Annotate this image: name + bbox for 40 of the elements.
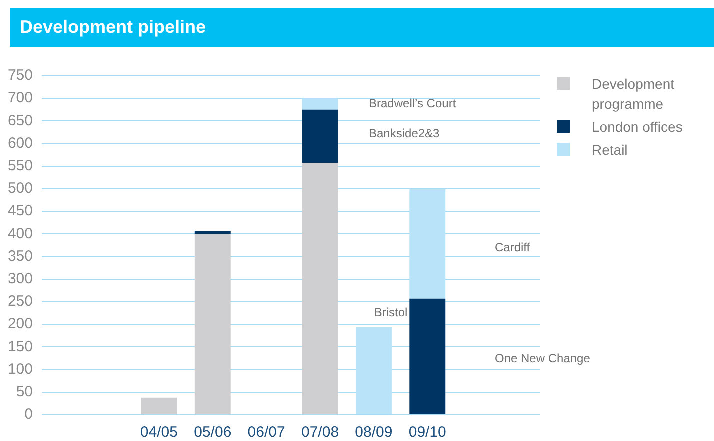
x-tick-label: 04/05 xyxy=(140,424,178,441)
y-tick-label: 0 xyxy=(24,406,33,424)
legend-label: Retail xyxy=(592,141,629,160)
bar xyxy=(410,189,446,299)
bar xyxy=(356,327,392,414)
bar xyxy=(194,231,231,234)
y-tick-label: 100 xyxy=(8,360,33,378)
bar xyxy=(141,398,178,414)
y-tick-label: 650 xyxy=(8,112,33,130)
x-tick-label: 06/07 xyxy=(248,424,286,441)
text: Cardiff xyxy=(495,240,531,254)
bar xyxy=(302,163,338,414)
bar xyxy=(302,98,338,110)
y-tick-label: 300 xyxy=(8,270,33,288)
y-tick-label: 200 xyxy=(8,316,33,333)
y-tick-label: 150 xyxy=(8,338,33,356)
annotation: Bristol xyxy=(374,305,408,320)
y-tick-label: 600 xyxy=(8,134,33,152)
x-tick-label: 05/06 xyxy=(194,424,232,441)
bar xyxy=(194,234,231,414)
y-tick-label: 450 xyxy=(8,202,33,220)
y-tick-label: 350 xyxy=(8,248,33,265)
legend-label: Development programme xyxy=(592,75,676,114)
y-tick-label: 250 xyxy=(8,293,33,310)
y-tick-label: 400 xyxy=(8,225,33,242)
x-tick-label: 08/09 xyxy=(355,424,393,441)
y-tick-label: 750 xyxy=(8,67,33,84)
x-tick-label: 07/08 xyxy=(301,424,340,441)
text: One New Change xyxy=(495,351,591,366)
annotation: Bradwell’s Court xyxy=(369,96,457,110)
legend-label: London offices xyxy=(592,118,684,137)
bar xyxy=(410,298,446,414)
y-tick-label: 550 xyxy=(8,158,33,175)
bar xyxy=(302,110,338,164)
y-tick-label: 500 xyxy=(8,180,33,198)
y-tick-label: 700 xyxy=(8,90,33,107)
x-tick-label: 09/10 xyxy=(408,424,446,441)
annotation: Bankside2&3 xyxy=(369,126,440,140)
y-tick-label: 50 xyxy=(16,384,33,401)
chart-title: Development pipeline xyxy=(10,8,714,47)
